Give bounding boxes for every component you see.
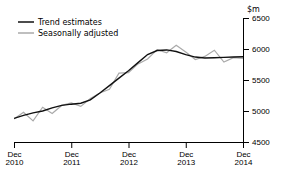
y-tick-mark [243, 49, 249, 50]
x-tick-label: Dec2014 [235, 150, 253, 168]
x-tick-label-line: 2014 [235, 158, 253, 167]
x-tick-label-line: 2010 [6, 158, 24, 167]
legend-label: Trend estimates [37, 18, 102, 27]
legend-swatch [18, 21, 34, 23]
x-tick: Dec2013 [177, 142, 195, 167]
x-tick-label: Dec2013 [177, 150, 195, 168]
y-tick: 6500 [243, 14, 270, 23]
x-tick-label-line: Dec [122, 150, 136, 159]
legend-item: Seasonally adjusted [18, 29, 118, 38]
x-axis-line [15, 143, 244, 149]
y-tick: 4500 [243, 138, 270, 147]
x-tick-mark [14, 142, 15, 148]
x-tick: Dec2010 [6, 142, 24, 167]
legend: Trend estimates Seasonally adjusted [18, 18, 118, 38]
x-tick-label-line: Dec [7, 150, 21, 159]
y-label: $m [247, 5, 260, 14]
y-tick: 5500 [243, 76, 270, 85]
x-tick-label: Dec2011 [63, 150, 81, 168]
x-tick-label-line: Dec [65, 150, 79, 159]
series-line [14, 50, 243, 119]
y-tick-mark [243, 80, 249, 81]
x-tick-mark [186, 142, 187, 148]
y-axis-line [244, 19, 250, 143]
y-tick-label: 6500 [252, 14, 270, 23]
x-axis: Dec2010Dec2011Dec2012Dec2013Dec2014 [6, 142, 253, 167]
y-tick: 6000 [243, 45, 270, 54]
lines [14, 45, 243, 121]
x-tick-label-line: 2013 [177, 158, 195, 167]
x-tick-mark [71, 142, 72, 148]
series-line [14, 45, 243, 121]
y-tick-mark [243, 142, 249, 143]
y-axis: 4500 5000 5500 6000 6500 [243, 14, 270, 147]
x-tick-label: Dec2012 [120, 150, 138, 168]
x-tick-label-line: Dec [236, 150, 250, 159]
x-tick-label: Dec2010 [6, 150, 24, 168]
plot: Dec2010Dec2011Dec2012Dec2013Dec201445005… [6, 5, 271, 167]
y-tick-label: 5500 [252, 76, 270, 85]
x-tick: Dec2014 [235, 142, 253, 167]
legend-label: Seasonally adjusted [38, 29, 118, 38]
y-tick-mark [243, 111, 249, 112]
chart: Dec2010Dec2011Dec2012Dec2013Dec201445005… [0, 0, 283, 170]
y-tick-label: 4500 [252, 138, 270, 147]
x-tick: Dec2011 [63, 142, 81, 167]
y-tick-label: 6000 [252, 45, 270, 54]
y-tick: 5000 [243, 107, 270, 116]
x-tick-label-line: Dec [179, 150, 193, 159]
legend-swatch [18, 32, 34, 34]
y-tick-mark [243, 18, 249, 19]
y-tick-label: 5000 [252, 107, 270, 116]
x-tick-label-line: 2012 [120, 158, 138, 167]
legend-item: Trend estimates [18, 18, 102, 27]
x-tick-label-line: 2011 [63, 158, 81, 167]
x-tick-mark [129, 142, 130, 148]
x-tick: Dec2012 [120, 142, 138, 167]
